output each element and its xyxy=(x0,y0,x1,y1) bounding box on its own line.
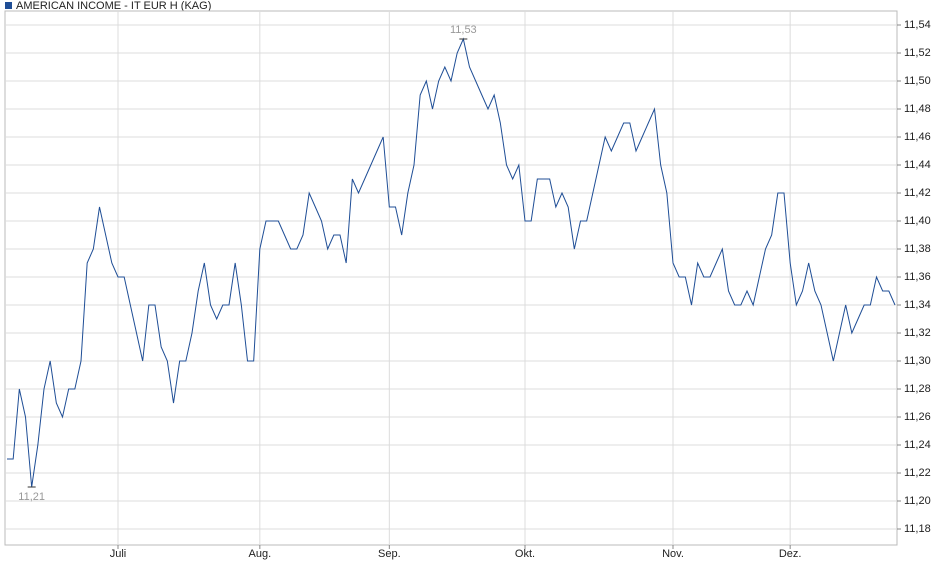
x-tick-label: Sep. xyxy=(378,548,401,560)
y-tick-label: 11,50 xyxy=(904,75,931,87)
x-tick-label: Dez. xyxy=(779,548,802,560)
y-tick-label: 11,44 xyxy=(904,159,931,171)
x-tick-label: Juli xyxy=(110,548,127,560)
y-tick-label: 11,42 xyxy=(904,187,931,199)
y-tick-label: 11,36 xyxy=(904,271,931,283)
extreme-label: 11,21 xyxy=(18,491,45,503)
y-tick-label: 11,30 xyxy=(904,355,931,367)
y-tick-label: 11,48 xyxy=(904,103,931,115)
series-line xyxy=(7,37,896,488)
extreme-label: 11,53 xyxy=(450,24,477,36)
x-tick-label: Okt. xyxy=(515,548,535,560)
y-tick-label: 11,40 xyxy=(904,215,931,227)
y-tick-label: 11,24 xyxy=(904,439,931,451)
legend-label: AMERICAN INCOME - IT EUR H (KAG) xyxy=(16,0,211,12)
y-tick-label: 11,22 xyxy=(904,467,931,479)
plot-frame xyxy=(4,10,898,546)
y-tick-label: 11,18 xyxy=(904,523,931,535)
y-tick-label: 11,32 xyxy=(904,327,931,339)
y-tick-label: 11,54 xyxy=(904,19,931,31)
y-tick-label: 11,38 xyxy=(904,243,931,255)
y-tick-label: 11,34 xyxy=(904,299,931,311)
y-tick-label: 11,28 xyxy=(904,383,931,395)
y-tick-label: 11,52 xyxy=(904,47,931,59)
legend-swatch xyxy=(5,2,12,9)
y-tick-label: 11,20 xyxy=(904,495,931,507)
x-tick-label: Aug. xyxy=(249,548,272,560)
y-tick-label: 11,26 xyxy=(904,411,931,423)
y-tick-label: 11,46 xyxy=(904,131,931,143)
x-tick-label: Nov. xyxy=(662,548,684,560)
